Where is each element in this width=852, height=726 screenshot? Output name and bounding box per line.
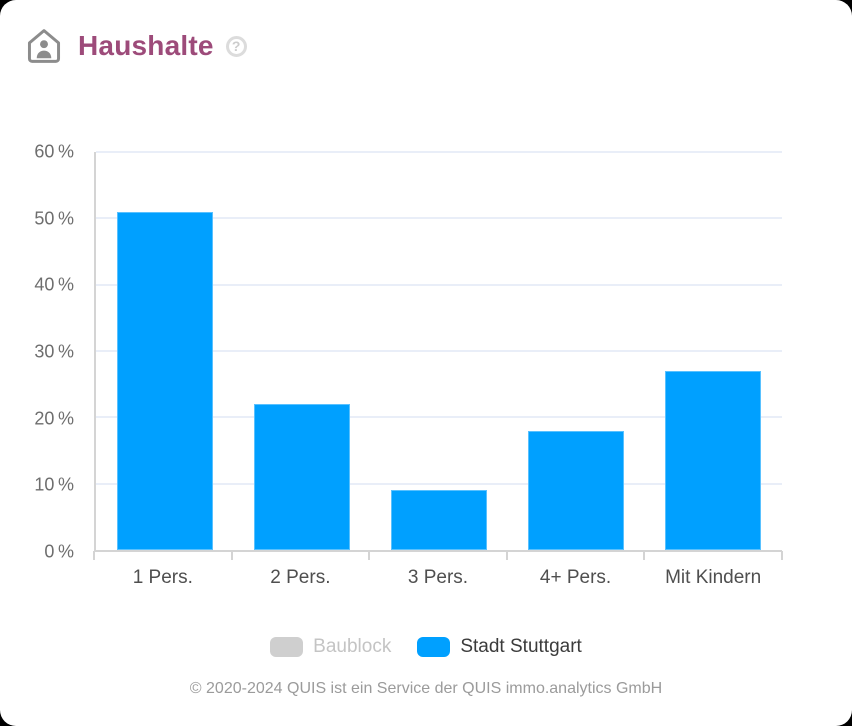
- bar-mit-kindern[interactable]: [665, 370, 762, 550]
- bar-4+-pers-[interactable]: [528, 430, 625, 550]
- help-icon[interactable]: ?: [225, 35, 247, 57]
- x-axis-tick: [368, 551, 371, 560]
- gridline: [96, 283, 782, 286]
- legend-item-baublock[interactable]: Baublock: [270, 636, 391, 658]
- x-axis-tick: [93, 551, 95, 560]
- y-tick-label: 10 %: [34, 474, 74, 495]
- x-axis-tick: [230, 551, 233, 560]
- y-tick-label: 20 %: [34, 408, 74, 429]
- y-tick-label: 30 %: [34, 341, 74, 362]
- y-axis-labels: 0 % 10 % 20 % 30 % 40 % 50 % 60 %: [0, 142, 74, 562]
- y-tick-label: 40 %: [34, 274, 74, 295]
- bar-3-pers-[interactable]: [391, 490, 487, 550]
- legend-swatch: [417, 637, 451, 657]
- y-tick-label: 0 %: [44, 541, 74, 562]
- x-axis-tick: [781, 551, 783, 560]
- x-tick-label: Mit Kindern: [665, 567, 762, 588]
- y-tick-label: 50 %: [34, 208, 74, 229]
- gridline: [96, 482, 782, 485]
- plot-area: [94, 151, 782, 552]
- widget-header: Haushalte ?: [24, 27, 247, 65]
- x-axis-tick: [643, 551, 646, 560]
- x-axis-ticks: [93, 551, 783, 561]
- legend-label: Stadt Stuttgart: [460, 636, 582, 657]
- gridline: [96, 416, 782, 419]
- page-title: Haushalte: [78, 30, 214, 61]
- legend-item-stadt-stuttgart[interactable]: Stadt Stuttgart: [417, 636, 582, 658]
- gridline: [96, 350, 782, 352]
- legend-swatch: [270, 637, 304, 657]
- x-tick-label: 2 Pers.: [270, 567, 331, 588]
- legend-label: Baublock: [313, 636, 392, 657]
- x-axis-tick: [505, 551, 508, 560]
- x-tick-label: 1 Pers.: [132, 567, 193, 588]
- copyright-text: © 2020-2024 QUIS ist ein Service der QUI…: [189, 680, 663, 697]
- y-tick-label: 60 %: [34, 141, 74, 162]
- x-tick-label: 3 Pers.: [407, 567, 469, 588]
- bar-2-pers-[interactable]: [253, 404, 350, 550]
- x-axis-labels: 1 Pers. 2 Pers. 3 Pers. 4+ Pers. Mit Kindern: [94, 567, 782, 589]
- chart-legend: Baublock Stadt Stuttgart: [0, 636, 852, 658]
- bar-1-pers-[interactable]: [116, 211, 213, 550]
- gridline: [96, 151, 782, 153]
- gridline: [96, 217, 782, 220]
- x-tick-label: 4+ Pers.: [539, 567, 612, 588]
- home-person-icon: [24, 27, 64, 65]
